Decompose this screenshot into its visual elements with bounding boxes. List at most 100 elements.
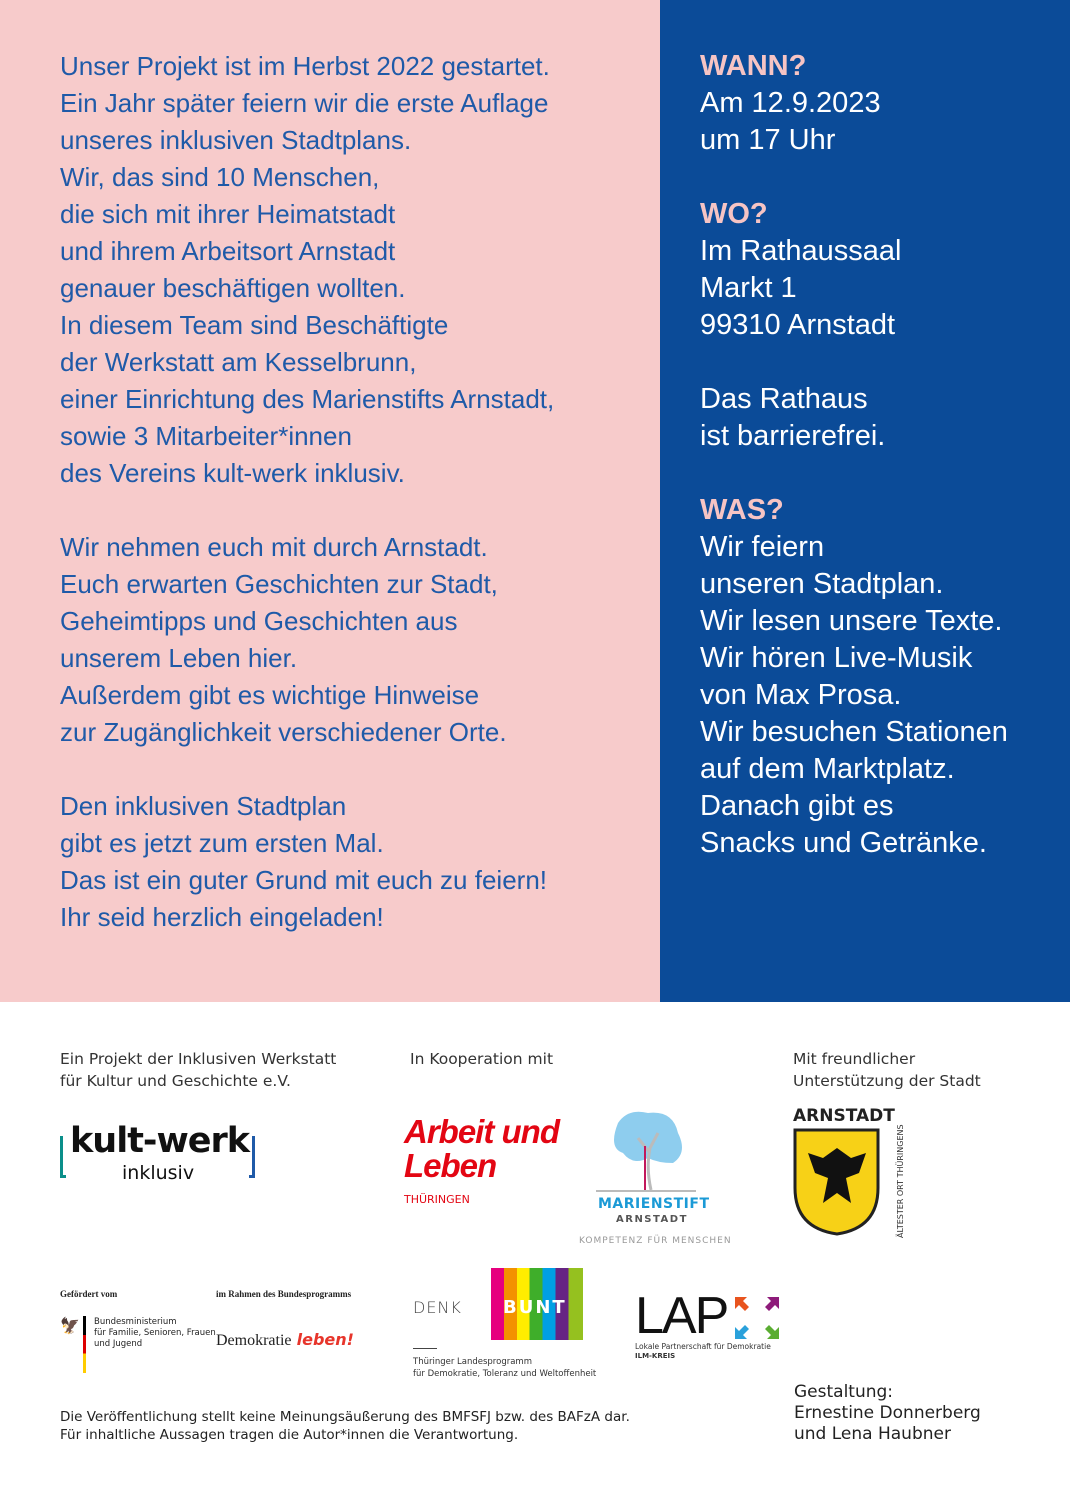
text-line: unseres inklusiven Stadtplans. [60,125,412,155]
aul-region: THÜRINGEN [404,1193,470,1206]
design-credits: Gestaltung: Ernestine Donnerberg und Len… [794,1382,981,1445]
text-line: Unser Projekt ist im Herbst 2022 gestart… [60,51,550,81]
event-details: WANN? Am 12.9.2023 um 17 Uhr WO? Im Rathauss… [700,48,1065,899]
denk-bunt-caption: Thüringer Landesprogramm für Demokratie,… [413,1356,596,1380]
text-line: Außerdem gibt es wichtige Hinweise [60,680,480,710]
lap-region: ILM-KREIS [635,1352,676,1360]
text-line: Geheimtipps und Geschichten aus [60,606,458,636]
text-line: Wir, das sind 10 Menschen, [60,162,380,192]
marienstift-logo: MARIENSTIFT ARNSTADT KOMPETENZ FÜR MENSC… [578,1108,731,1248]
text-line: einer Einrichtung des Marienstifts Arnst… [60,384,555,414]
leben-wordmark: leben! [296,1330,354,1349]
detail-line: ist barrierefrei. [700,420,886,452]
text-line: unserem Leben hier. [60,643,298,673]
detail-line: Das Rathaus [700,383,868,415]
cooperation-label: In Kooperation mit [410,1050,554,1068]
ministry-name: Bundesministerium für Familie, Senioren,… [94,1317,216,1350]
intro-text: Unser Projekt ist im Herbst 2022 gestart… [60,48,655,973]
aul-wordmark: Arbeit und [404,1113,560,1150]
detail-line: Markt 1 [700,272,797,304]
german-flag-bar [83,1316,86,1373]
project-line: Ein Projekt der Inklusiven Werkstatt [60,1050,337,1068]
text-line: der Werkstatt am Kesselbrunn, [60,347,417,377]
demokratie-wordmark: Demokratie [216,1332,292,1349]
text-line: Das ist ein guter Grund mit euch zu feie… [60,865,548,895]
detail-line: Wir lesen unsere Texte. [700,605,1003,637]
text-line: des Vereins kult-werk inklusiv. [60,458,405,488]
lap-wordmark: LAP [635,1287,729,1345]
arbeit-und-leben-logo: Arbeit und Leben THÜRINGEN [404,1113,560,1207]
kult-werk-wordmark: kult-werk [70,1121,250,1161]
detail-line: 99310 Arnstadt [700,309,896,341]
program-label: im Rahmen des Bundesprogramms [216,1289,352,1299]
detail-line: Danach gibt es [700,790,894,822]
bunt-wordmark: BUNT [503,1297,567,1318]
detail-block: WANN? Am 12.9.2023 um 17 Uhr [700,48,1065,159]
detail-heading: WAS? [700,494,784,526]
credits-line: Gestaltung: [794,1382,894,1402]
text-line: die sich mit ihrer Heimatstadt [60,199,396,229]
support-credit: Mit freundlicher Unterstützung der Stadt [793,1048,981,1092]
intro-paragraph: Unser Projekt ist im Herbst 2022 gestart… [60,48,655,492]
intro-paragraph: Den inklusiven Stadtplan gibt es jetzt zu… [60,788,655,936]
detail-line: Wir hören Live-Musik [700,642,973,674]
detail-line: von Max Prosa. [700,679,902,711]
invitation-panel: Unser Projekt ist im Herbst 2022 gestart… [0,0,1070,1002]
ministry-line: Bundesministerium [94,1317,177,1327]
bmfsfj-logo: Gefördert vom 🦅 Bundesministerium für Fa… [60,1289,216,1373]
caption-line: Thüringer Landesprogramm [413,1357,532,1367]
inklusiv-wordmark: inklusiv [118,1162,199,1184]
funding-label: Gefördert vom [60,1289,118,1299]
lap-logo: LAP Lokale Partnerschaft für Demokratie … [635,1287,785,1364]
disclaimer: Die Veröffentlichung stellt keine Meinun… [60,1408,630,1444]
intro-paragraph: Wir nehmen euch mit durch Arnstadt. Euch … [60,529,655,751]
caption-line: für Demokratie, Toleranz und Weltoffenhe… [413,1369,597,1379]
lap-caption: Lokale Partnerschaft für Demokratie [635,1342,771,1351]
intro-panel: Unser Projekt ist im Herbst 2022 gestart… [0,0,660,1002]
arnstadt-slogan: ÄLTESTER ORT THÜRINGENS [896,1124,905,1238]
credits-line: Ernestine Donnerberg [794,1403,981,1423]
aul-wordmark: Leben [404,1147,497,1184]
project-line: für Kultur und Geschichte e.V. [60,1072,291,1090]
detail-block: WO? Im Rathaussaal Markt 1 99310 Arnstadt [700,196,1065,344]
eagle-icon: 🦅 [60,1316,80,1335]
detail-line: Wir feiern [700,531,825,563]
text-line: genauer beschäftigen wollten. [60,273,406,303]
detail-heading: WANN? [700,50,807,82]
kult-werk-logo: kult-werk inklusiv [60,1121,255,1184]
credits-line: und Lena Haubner [794,1424,951,1444]
text-line: zur Zugänglichkeit verschiedener Orte. [60,717,507,747]
marienstift-wordmark: MARIENSTIFT [598,1196,710,1212]
detail-line: um 17 Uhr [700,124,836,156]
text-line: Den inklusiven Stadtplan [60,791,347,821]
tree-icon [596,1111,696,1192]
arnstadt-wordmark: ARNSTADT [793,1106,895,1126]
detail-line: Im Rathaussaal [700,235,902,267]
denk-wordmark: DENK [413,1298,462,1317]
detail-block: WAS? Wir feiern unseren Stadtplan. Wir lese… [700,492,1065,862]
arrows-icon [735,1297,779,1339]
detail-line: Am 12.9.2023 [700,87,881,119]
support-line: Mit freundlicher [793,1050,916,1068]
disclaimer-line: Für inhaltliche Aussagen tragen die Auto… [60,1427,519,1443]
text-line: Euch erwarten Geschichten zur Stadt, [60,569,498,599]
eagle-shield-icon [793,1128,880,1236]
text-line: sowie 3 Mitarbeiter*innen [60,421,352,451]
detail-line: Snacks und Getränke. [700,827,987,859]
text-line: Wir nehmen euch mit durch Arnstadt. [60,532,488,562]
arnstadt-coat-of-arms: ARNSTADT ÄLTESTER ORT THÜRINGENS [793,1106,905,1238]
marienstift-tagline: KOMPETENZ FÜR MENSCHEN [579,1236,732,1246]
text-line: und ihrem Arbeitsort Arnstadt [60,236,396,266]
rainbow-blocks [491,1268,583,1340]
event-details-panel: WANN? Am 12.9.2023 um 17 Uhr WO? Im Rathauss… [660,0,1070,1002]
detail-line: Wir besuchen Stationen [700,716,1008,748]
detail-heading: WO? [700,198,768,230]
ministry-line: für Familie, Senioren, Frauen [94,1328,216,1338]
support-line: Unterstützung der Stadt [793,1072,981,1090]
denk-bunt-logo: DENK BUNT Thüringer Landesprogramm für D… [413,1268,596,1383]
detail-block: Das Rathaus ist barrierefrei. [700,381,1065,455]
text-line: In diesem Team sind Beschäftigte [60,310,449,340]
detail-line: auf dem Marktplatz. [700,753,955,785]
detail-line: unseren Stadtplan. [700,568,944,600]
text-line: Ein Jahr später feiern wir die erste Auf… [60,88,549,118]
